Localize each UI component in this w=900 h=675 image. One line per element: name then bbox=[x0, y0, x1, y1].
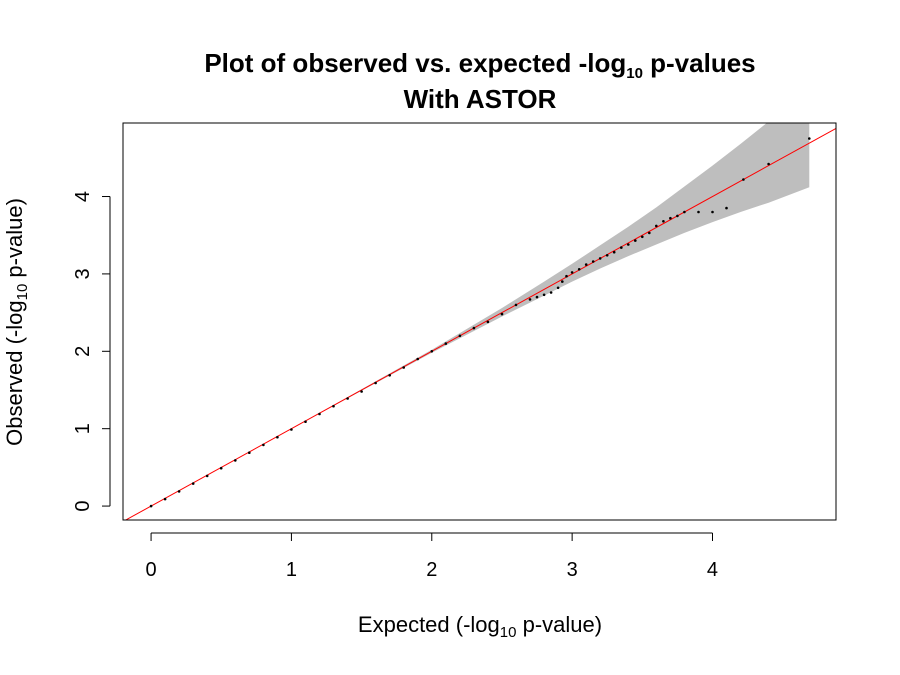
y-tick-label: 0 bbox=[72, 501, 94, 512]
data-point bbox=[655, 224, 658, 228]
x-axis-label-tail: p-value) bbox=[516, 612, 602, 637]
data-point bbox=[163, 497, 167, 501]
y-axis-label-main: Observed (-log bbox=[2, 300, 27, 446]
data-point bbox=[549, 291, 553, 294]
x-tick-label: 3 bbox=[567, 559, 578, 581]
data-point bbox=[612, 250, 616, 254]
data-point bbox=[276, 435, 279, 439]
data-point bbox=[697, 210, 700, 214]
data-point bbox=[683, 210, 686, 214]
data-point bbox=[500, 312, 504, 316]
data-point bbox=[669, 216, 672, 220]
data-point bbox=[767, 162, 770, 166]
data-point bbox=[605, 254, 609, 257]
data-point bbox=[177, 490, 181, 493]
data-point bbox=[676, 214, 679, 218]
y-axis: 0 1 2 3 4 bbox=[72, 191, 111, 512]
data-point bbox=[742, 178, 745, 181]
data-point bbox=[248, 451, 251, 455]
y-axis-label: Observed (-log10 p-value) bbox=[2, 198, 31, 446]
data-point bbox=[430, 350, 434, 353]
x-axis: 0 1 2 3 4 bbox=[146, 532, 718, 581]
x-tick-label: 2 bbox=[426, 559, 437, 581]
data-point bbox=[535, 295, 539, 299]
data-point bbox=[711, 210, 714, 214]
data-point bbox=[149, 504, 153, 508]
y-axis-label-subscript: 10 bbox=[14, 284, 31, 301]
chart-title-subscript: 10 bbox=[626, 65, 643, 82]
data-point bbox=[374, 381, 377, 385]
data-point bbox=[591, 260, 595, 263]
data-point bbox=[360, 390, 363, 393]
data-point bbox=[402, 366, 406, 369]
data-point bbox=[577, 268, 581, 271]
plot-frame bbox=[122, 122, 837, 521]
x-tick-label: 1 bbox=[286, 559, 297, 581]
data-point bbox=[648, 231, 651, 235]
data-point bbox=[219, 466, 223, 470]
data-point bbox=[205, 474, 209, 478]
reference-line bbox=[124, 127, 836, 520]
chart-title-line1: Plot of observed vs. expected -log10 p-v… bbox=[204, 48, 755, 82]
data-point bbox=[234, 459, 237, 462]
data-point bbox=[486, 320, 490, 324]
data-point bbox=[561, 280, 564, 283]
x-tick-label: 0 bbox=[146, 559, 157, 581]
y-axis-label-tail: p-value) bbox=[2, 198, 27, 284]
x-axis-label-main: Expected (-log bbox=[358, 612, 500, 637]
data-point bbox=[472, 326, 476, 330]
x-tick-label: 4 bbox=[707, 559, 718, 581]
data-point bbox=[388, 374, 392, 377]
data-point bbox=[570, 271, 574, 274]
data-point bbox=[808, 137, 811, 140]
chart-title-main: Plot of observed vs. expected -log bbox=[204, 48, 626, 78]
data-point bbox=[318, 412, 321, 416]
data-point bbox=[290, 428, 293, 431]
data-point bbox=[444, 342, 448, 345]
data-point bbox=[556, 286, 560, 290]
y-tick-label: 2 bbox=[72, 346, 94, 357]
data-point bbox=[542, 293, 546, 297]
data-point bbox=[565, 274, 568, 278]
data-point bbox=[262, 443, 265, 447]
data-point bbox=[528, 298, 532, 301]
data-point bbox=[634, 239, 637, 242]
data-point bbox=[598, 257, 602, 260]
data-point bbox=[514, 303, 518, 307]
y-tick-label: 4 bbox=[72, 191, 94, 202]
chart-title-line2: With ASTOR bbox=[404, 84, 557, 114]
data-point bbox=[458, 334, 462, 338]
plot-clip-group bbox=[124, 123, 836, 520]
plot-area bbox=[124, 123, 836, 520]
chart-title-tail: p-values bbox=[643, 48, 756, 78]
data-point bbox=[662, 220, 665, 223]
data-point bbox=[641, 235, 644, 239]
x-axis-label: Expected (-log10 p-value) bbox=[358, 612, 602, 641]
y-tick-label: 1 bbox=[72, 423, 94, 434]
data-point bbox=[191, 482, 195, 485]
data-point bbox=[627, 243, 630, 246]
data-point bbox=[346, 397, 349, 400]
data-point bbox=[620, 246, 623, 249]
y-tick-label: 3 bbox=[72, 268, 94, 279]
data-point bbox=[725, 206, 728, 210]
data-point bbox=[416, 357, 420, 361]
data-point bbox=[332, 404, 335, 408]
x-axis-label-subscript: 10 bbox=[500, 624, 517, 641]
confidence-band bbox=[151, 123, 810, 507]
data-point bbox=[584, 263, 588, 266]
data-point bbox=[304, 420, 307, 424]
